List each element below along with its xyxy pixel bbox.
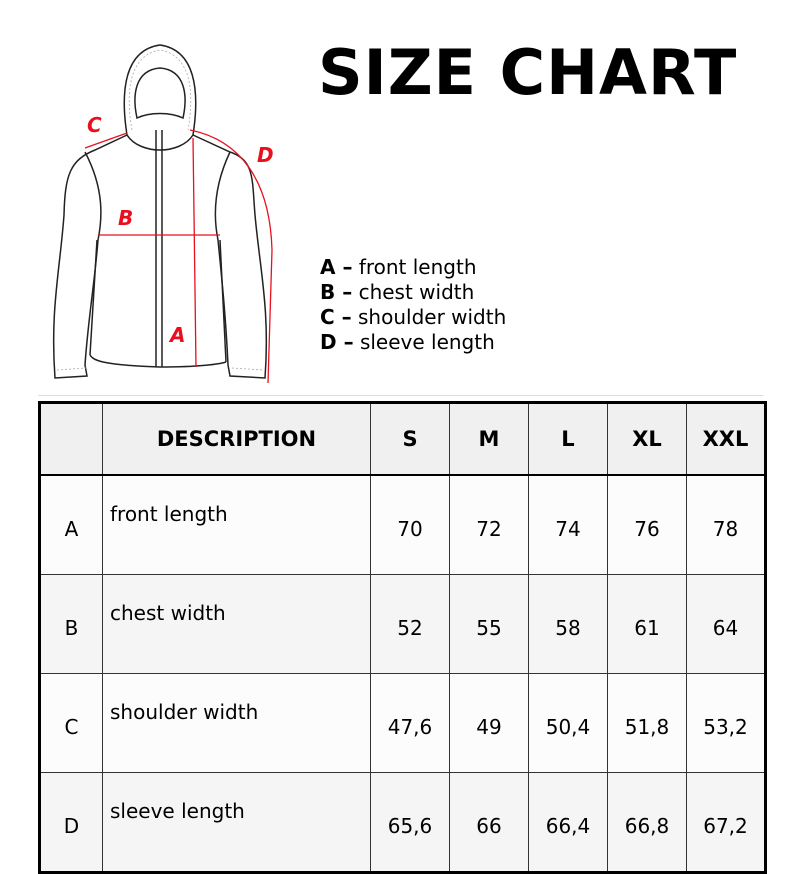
header-cell: DESCRIPTION — [102, 402, 371, 476]
size-value-cell: 67,2 — [686, 772, 766, 873]
header-cell — [39, 402, 103, 476]
legend-item: A – front length — [320, 255, 477, 279]
size-value-cell: 66,4 — [528, 772, 608, 873]
size-value-cell: 72 — [449, 474, 529, 575]
size-value-cell: 78 — [686, 474, 766, 575]
legend-item: D – sleeve length — [320, 330, 495, 354]
jacket-diagram: C B A D — [52, 44, 274, 384]
size-value-cell: 53,2 — [686, 673, 766, 773]
size-value-cell: 58 — [528, 574, 608, 674]
row-letter-cell: A — [39, 474, 103, 575]
description-cell: front length — [102, 474, 371, 575]
size-value-cell: 61 — [607, 574, 687, 674]
header-cell: M — [449, 402, 529, 476]
size-value-cell: 49 — [449, 673, 529, 773]
size-value-cell: 70 — [370, 474, 450, 575]
header-cell: L — [528, 402, 608, 476]
size-value-cell: 51,8 — [607, 673, 687, 773]
description-cell: shoulder width — [102, 673, 371, 773]
size-value-cell: 74 — [528, 474, 608, 575]
row-letter-cell: C — [39, 673, 103, 773]
page-title: SIZE CHART — [318, 36, 738, 109]
header-cell: XXL — [686, 402, 766, 476]
row-letter-cell: B — [39, 574, 103, 674]
legend-item: C – shoulder width — [320, 305, 507, 329]
size-value-cell: 66,8 — [607, 772, 687, 873]
divider — [38, 395, 763, 396]
row-letter-cell: D — [39, 772, 103, 873]
header-cell: S — [370, 402, 450, 476]
size-value-cell: 65,6 — [370, 772, 450, 873]
label-a: A — [168, 323, 185, 347]
size-value-cell: 76 — [607, 474, 687, 575]
size-value-cell: 64 — [686, 574, 766, 674]
size-value-cell: 66 — [449, 772, 529, 873]
description-cell: sleeve length — [102, 772, 371, 873]
header-cell: XL — [607, 402, 687, 476]
size-value-cell: 50,4 — [528, 673, 608, 773]
label-b: B — [118, 206, 133, 230]
table-header-row: DESCRIPTION S M L XL XXL — [39, 402, 766, 476]
label-d: D — [257, 143, 274, 167]
size-value-cell: 55 — [449, 574, 529, 674]
size-value-cell: 52 — [370, 574, 450, 674]
size-value-cell: 47,6 — [370, 673, 450, 773]
legend-item: B – chest width — [320, 280, 475, 304]
label-c: C — [87, 113, 102, 137]
measurement-legend: A – front length B – chest width C – sho… — [320, 255, 506, 355]
description-cell: chest width — [102, 574, 371, 674]
